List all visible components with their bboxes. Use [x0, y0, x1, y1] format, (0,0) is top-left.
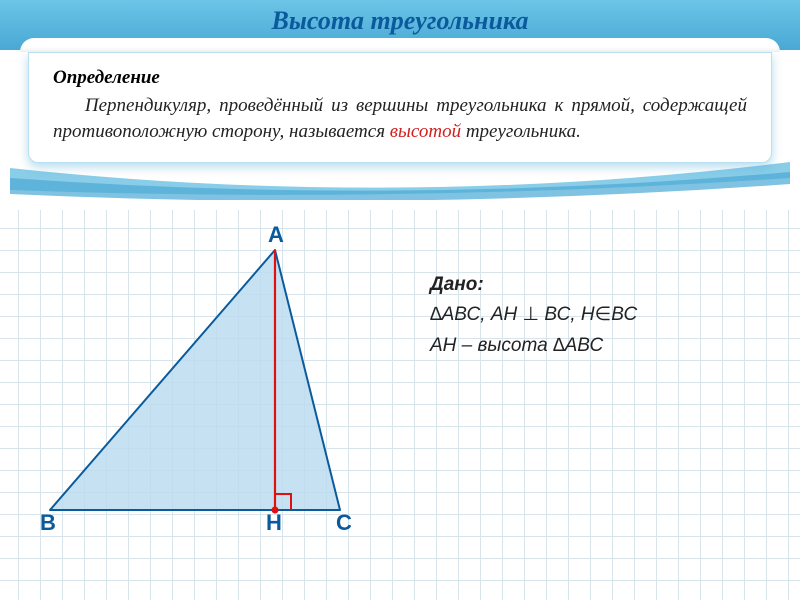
definition-text-after: треугольника.: [461, 121, 581, 142]
vertex-label-C: С: [336, 510, 352, 536]
perp-symbol: ⊥: [523, 304, 540, 325]
given-line-2: АН – высота ∆АВС: [430, 331, 750, 361]
given-line-1: ∆АВС, АН ⊥ ВС, Н∈ВС: [430, 300, 750, 330]
given-l1-b: ВС, Н: [539, 304, 595, 325]
given-block: Дано: ∆АВС, АН ⊥ ВС, Н∈ВС АН – высота ∆А…: [430, 270, 750, 361]
in-symbol: ∈: [595, 304, 612, 325]
triangle-figure: А В С Н: [40, 240, 400, 540]
definition-heading: Определение: [53, 67, 747, 89]
given-title: Дано:: [430, 270, 750, 300]
card-swoosh-decor: [10, 160, 790, 200]
given-l1-a: ∆АВС, АН: [430, 304, 523, 325]
vertex-label-B: В: [40, 510, 56, 536]
definition-body: Перпендикуляр, проведённый из вершины тр…: [53, 93, 747, 144]
given-l1-c: ВС: [611, 304, 637, 325]
definition-highlight: высотой: [390, 121, 461, 142]
page-title: Высота треугольника: [272, 6, 529, 36]
triangle-shape: [50, 250, 340, 510]
definition-card: Определение Перпендикуляр, проведённый и…: [28, 52, 772, 163]
vertex-label-H: Н: [266, 510, 282, 536]
triangle-svg: [40, 240, 400, 540]
header-band: Высота треугольника: [0, 0, 800, 50]
vertex-label-A: А: [268, 222, 284, 248]
